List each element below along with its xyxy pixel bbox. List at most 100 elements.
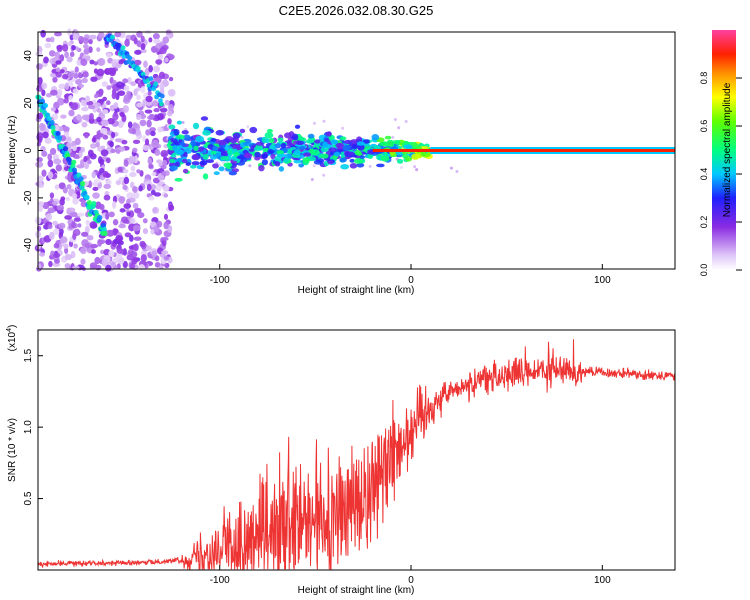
spectrogram-cell (154, 148, 161, 157)
spectrogram-cell (119, 111, 125, 118)
spectrogram-cell (99, 127, 108, 134)
snr-y-tick-label: 1.5 (23, 348, 34, 362)
spectrogram-cell (54, 258, 60, 264)
spectrogram-cell (88, 180, 93, 189)
spectrogram-cell (153, 107, 160, 113)
spectrogram-cell (307, 133, 315, 139)
spectrogram-y-label: Frequency (Hz) (7, 116, 18, 185)
spectrogram-cell (58, 83, 67, 90)
spectrogram-cell (126, 90, 132, 96)
spectrogram-cell (56, 135, 63, 141)
spectrogram-cell (90, 76, 98, 82)
spectrogram-cell (45, 92, 52, 98)
spectrogram-cell (45, 213, 53, 221)
spectrogram-cell (243, 153, 253, 159)
spectrogram-cell (200, 116, 209, 121)
spectrogram-cell (163, 193, 169, 198)
spectrogram-cell (127, 121, 133, 129)
spectrogram-cell (328, 147, 338, 153)
spectrogram-cell (84, 194, 90, 201)
spectrogram-cell (266, 128, 273, 133)
spectrogram-x-tick-label: 100 (594, 275, 611, 286)
spectrogram-cell (38, 205, 43, 212)
spectrogram-cell (152, 78, 159, 83)
spectrogram-cell (85, 219, 90, 226)
spectrogram-cell (109, 141, 114, 148)
spectrogram-cell (50, 125, 56, 131)
spectrogram-cell (402, 153, 409, 159)
spectrogram-cell (101, 258, 108, 267)
spectrogram-cell (261, 153, 268, 159)
spectrogram-cell (341, 126, 345, 130)
spectrogram-cell (95, 142, 100, 148)
spectrogram-cell (248, 148, 255, 152)
spectrogram-cell (36, 225, 42, 232)
spectrogram-cell (63, 243, 69, 249)
spectrogram-cell (62, 146, 69, 152)
spectrogram-cell (356, 151, 363, 156)
spectrogram-cell (43, 56, 49, 64)
spectrogram-cell (314, 139, 321, 144)
spectrogram-cell (167, 225, 173, 233)
spectrogram-cell (84, 133, 89, 139)
spectrogram-cell (333, 151, 341, 157)
spectrogram-cell (91, 137, 97, 143)
spectrogram-cell (107, 117, 115, 125)
spectrogram-cell (153, 192, 162, 197)
spectrogram-cell (249, 126, 258, 134)
spectrogram-cell (76, 164, 85, 169)
spectrogram-cell (181, 158, 188, 164)
spectrogram-cell (153, 38, 161, 44)
spectrogram-cell (455, 170, 459, 174)
spectrogram-cell (376, 163, 385, 168)
spectrogram-cell (168, 76, 174, 82)
spectrogram-cell (80, 200, 85, 207)
spectrogram-cell (163, 221, 169, 230)
spectrogram-cell (148, 76, 154, 82)
spectrogram-cell (126, 211, 131, 217)
spectrogram-cell (156, 159, 163, 164)
spectrogram-cell (138, 185, 143, 192)
spectrogram-cell (115, 234, 124, 242)
spectrogram-cell (318, 154, 325, 158)
spectrogram-cell (169, 158, 176, 164)
spectrogram-cell (164, 57, 169, 63)
spectrogram-cell (56, 97, 65, 106)
spectrogram-cell (264, 132, 274, 139)
spectrogram-cell (64, 82, 70, 90)
spectrogram-cell (37, 135, 43, 144)
spectrogram-cell (159, 107, 168, 113)
spectrogram-cell (152, 33, 160, 40)
spectrogram-cell (215, 129, 224, 136)
spectrogram-cell (49, 147, 57, 156)
spectrogram-cell (68, 109, 75, 117)
spectrogram-cell (67, 72, 76, 78)
spectrogram-cell (122, 184, 128, 191)
spectrogram-cell (108, 211, 115, 218)
spectrogram-cell (320, 146, 329, 153)
spectrogram-cell (146, 183, 152, 192)
spectrogram-cell (148, 163, 154, 169)
spectrogram-cell (168, 204, 175, 211)
snr-y-tick-label: 1.0 (23, 420, 34, 434)
spectrogram-cell (167, 110, 173, 117)
snr-x-label: Height of straight line (km) (298, 585, 415, 596)
spectrogram-cell (118, 223, 126, 229)
spectrogram-cell (280, 142, 287, 149)
spectrogram-cell (167, 88, 176, 97)
spectrogram-cell (48, 260, 53, 268)
spectrogram-cell (110, 34, 116, 40)
spectrogram-cell (47, 171, 54, 180)
spectrogram-cell (399, 165, 403, 169)
spectrogram-cell (66, 183, 72, 190)
spectrogram-cell (150, 184, 157, 191)
snr-y-scale-exponent: 4 (6, 328, 13, 332)
spectrogram-cell (118, 176, 126, 182)
spectrogram-cell (145, 95, 153, 103)
spectrogram-cell (54, 184, 60, 190)
spectrogram-cell (74, 66, 79, 73)
spectrogram-cell (37, 201, 45, 207)
spectrogram-cell (39, 98, 46, 104)
spectrogram-cell (167, 118, 172, 125)
spectrogram-cell (161, 250, 169, 255)
